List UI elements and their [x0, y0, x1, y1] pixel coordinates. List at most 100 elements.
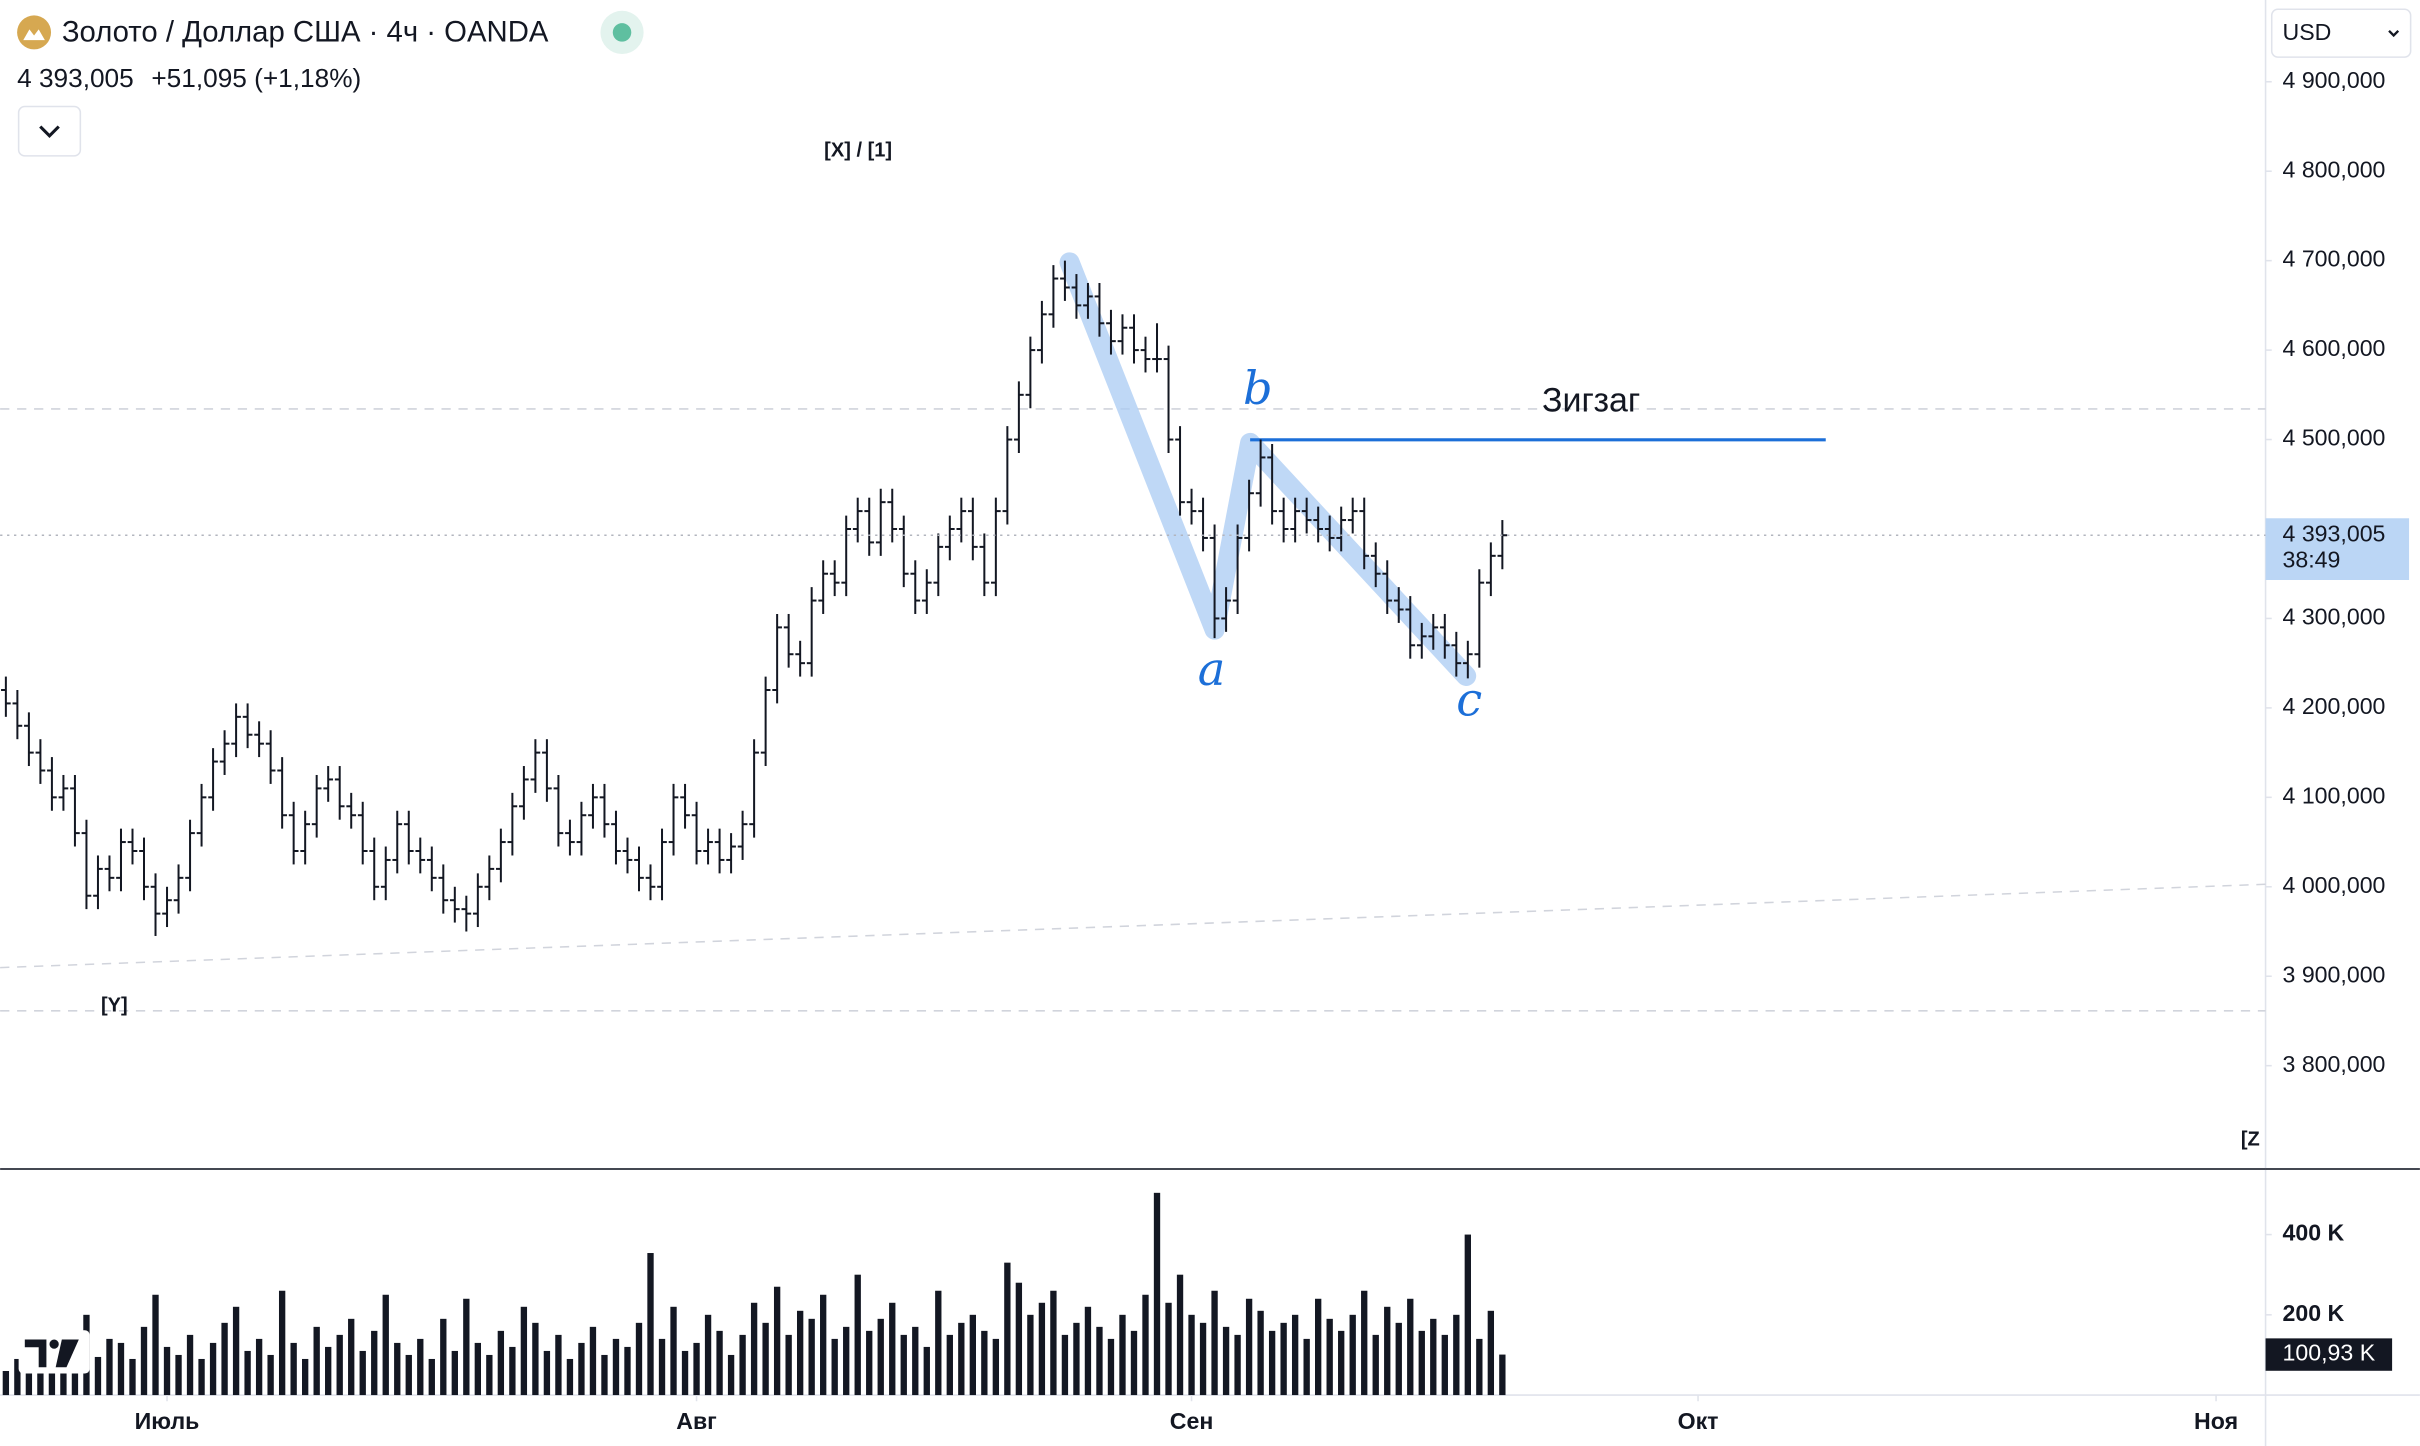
market-status-dot: [612, 23, 632, 42]
volume-bar: [163, 1346, 171, 1396]
volume-bar: [923, 1346, 930, 1396]
volume-bar: [992, 1338, 1000, 1396]
volume-bar: [302, 1358, 309, 1396]
volume-bar: [1361, 1290, 1368, 1396]
volume-bar: [1015, 1282, 1023, 1396]
volume-bar: [382, 1294, 389, 1396]
volume-bar: [566, 1358, 574, 1396]
volume-bar: [175, 1354, 182, 1396]
volume-bar: [900, 1334, 907, 1396]
y-tick-label: 4 000,000: [2283, 872, 2386, 898]
wave-letter[interactable]: b: [1243, 361, 1273, 415]
volume-bar: [958, 1322, 965, 1396]
volume-bar: [1222, 1326, 1230, 1396]
currency-dropdown[interactable]: [2270, 8, 2412, 58]
volume-tick-label: 200 K: [2283, 1300, 2345, 1326]
volume-bar: [232, 1306, 240, 1396]
volume-bar: [1038, 1302, 1046, 1396]
volume-bar: [624, 1346, 631, 1396]
y-tick-label: 4 900,000: [2283, 67, 2386, 93]
volume-bar: [129, 1358, 136, 1396]
volume-bar: [946, 1334, 953, 1396]
volume-bar: [1487, 1310, 1495, 1396]
pattern-label[interactable]: Зигзаг: [1542, 382, 1640, 420]
last-volume-label: 100,93 K: [2283, 1340, 2376, 1366]
y-tick-label: 3 800,000: [2283, 1051, 2386, 1077]
x-tick-label: Июль: [135, 1408, 200, 1434]
volume-bar: [889, 1302, 896, 1396]
volume-bar: [1280, 1322, 1287, 1396]
symbol-title[interactable]: Золото / Доллар США · 4ч · OANDA: [62, 16, 549, 49]
volume-bar: [555, 1334, 562, 1396]
volume-bar: [394, 1342, 401, 1396]
volume-bar: [1430, 1318, 1437, 1396]
volume-bar: [1268, 1330, 1276, 1396]
volume-bar: [969, 1314, 976, 1396]
price-bars: [1, 260, 1508, 936]
volume-bar: [509, 1346, 516, 1396]
volume-bar: [140, 1326, 148, 1396]
dropdown-chevron: [2388, 30, 2400, 38]
volume-bar: [820, 1294, 827, 1396]
wave-label: [X] / [1]: [824, 140, 892, 162]
volume-bar: [60, 1362, 67, 1396]
volume-bar: [2, 1370, 10, 1396]
volume-bar: [1027, 1314, 1034, 1396]
volume-bar: [117, 1342, 125, 1396]
y-tick-label: 4 100,000: [2283, 782, 2386, 808]
volume-bars: [2, 1192, 1506, 1396]
wave-letter[interactable]: c: [1456, 673, 1482, 727]
volume-bar: [198, 1358, 205, 1396]
x-tick-label: Сен: [1170, 1408, 1214, 1434]
volume-bar: [1130, 1330, 1138, 1396]
volume-bar: [94, 1356, 102, 1396]
volume-bar: [348, 1318, 355, 1396]
volume-bar: [417, 1338, 424, 1396]
volume-bar: [658, 1338, 666, 1396]
volume-bar: [693, 1342, 700, 1396]
last-price-box: [2265, 518, 2410, 581]
volume-bar: [843, 1326, 850, 1396]
volume-bar: [1384, 1306, 1391, 1396]
volume-bar: [773, 1286, 781, 1396]
volume-bar: [1153, 1192, 1161, 1396]
volume-bar: [1096, 1326, 1103, 1396]
volume-bar: [750, 1302, 758, 1396]
volume-bar: [405, 1354, 412, 1396]
x-tick-label: Авг: [676, 1408, 717, 1434]
volume-bar: [762, 1322, 769, 1396]
volume-bar: [244, 1350, 251, 1396]
volume-bar: [520, 1306, 528, 1396]
volume-bar: [106, 1338, 113, 1396]
volume-bar: [486, 1354, 493, 1396]
volume-bar: [704, 1314, 712, 1396]
wave-label: [Y]: [101, 994, 128, 1016]
volume-bar: [1234, 1334, 1241, 1396]
volume-bar: [854, 1274, 861, 1396]
volume-bar: [1303, 1338, 1310, 1396]
volume-bar: [1165, 1302, 1172, 1396]
volume-bar: [221, 1322, 228, 1396]
chevron-icon: [39, 125, 60, 138]
volume-bar: [152, 1294, 159, 1396]
volume-bar: [866, 1330, 873, 1396]
volume-bar: [681, 1350, 689, 1396]
volume-bar: [1119, 1314, 1126, 1396]
volume-bar: [716, 1330, 723, 1396]
volume-bar: [1453, 1314, 1460, 1396]
volume-bar: [912, 1326, 919, 1396]
wave-letter[interactable]: a: [1198, 642, 1226, 696]
collapse-button[interactable]: [17, 105, 82, 157]
volume-bar: [1372, 1334, 1379, 1396]
volume-bar: [267, 1354, 274, 1396]
volume-bar: [612, 1338, 620, 1396]
volume-bar: [1291, 1314, 1299, 1396]
volume-bar: [186, 1334, 194, 1396]
zigzag-highlight[interactable]: [1059, 252, 1477, 686]
volume-bar: [1338, 1330, 1345, 1396]
volume-bar: [325, 1346, 332, 1396]
volume-bar: [1395, 1322, 1402, 1396]
volume-bar: [785, 1334, 792, 1396]
